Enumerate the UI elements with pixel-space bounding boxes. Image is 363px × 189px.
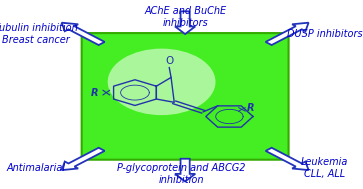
Polygon shape xyxy=(266,148,309,170)
Polygon shape xyxy=(175,159,195,181)
Polygon shape xyxy=(62,23,105,45)
FancyBboxPatch shape xyxy=(82,33,289,160)
Text: P-glycoprotein and ABCG2
inhibition: P-glycoprotein and ABCG2 inhibition xyxy=(117,163,246,185)
Ellipse shape xyxy=(108,49,216,115)
Text: Leukemia
CLL, ALL: Leukemia CLL, ALL xyxy=(301,157,348,179)
Text: Antimalarial: Antimalarial xyxy=(7,163,66,173)
Text: DUSP inhibitors: DUSP inhibitors xyxy=(287,29,363,39)
Text: O: O xyxy=(165,56,174,66)
Text: Tubulin inhibition
Breast cancer: Tubulin inhibition Breast cancer xyxy=(0,23,78,45)
Text: AChE and BuChE
inhibitors: AChE and BuChE inhibitors xyxy=(144,6,226,28)
Text: R: R xyxy=(91,88,99,98)
Polygon shape xyxy=(62,148,105,170)
Polygon shape xyxy=(266,23,309,45)
Polygon shape xyxy=(175,11,195,34)
Text: R: R xyxy=(247,103,255,113)
